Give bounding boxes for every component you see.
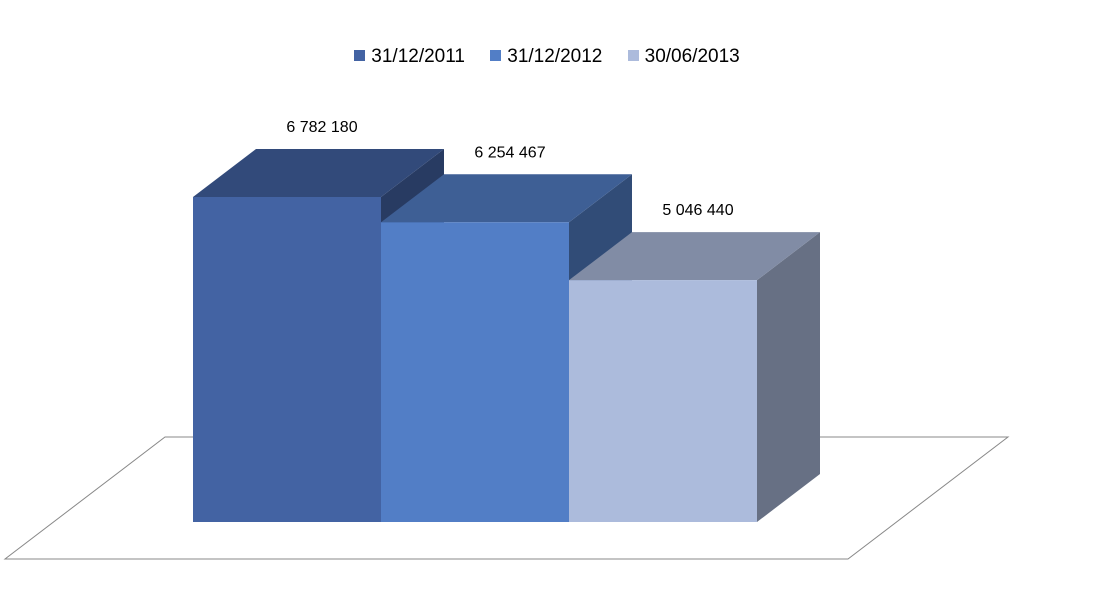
bar-3-front <box>569 280 757 522</box>
legend-swatch-series-1 <box>354 50 366 61</box>
legend-swatch-series-2 <box>490 50 502 61</box>
data-label-series-3: 5 046 440 <box>662 202 733 219</box>
legend-swatch-series-3 <box>627 50 639 61</box>
legend-item-series-3: 30/06/2013 <box>627 46 740 68</box>
bar-3-top <box>569 232 820 281</box>
legend-item-series-1: 31/12/2011 <box>354 46 465 68</box>
legend-item-series-2: 31/12/2012 <box>490 46 602 68</box>
bar-1-front <box>193 197 381 522</box>
bar-2-front <box>381 222 569 522</box>
bar-3-side <box>757 232 820 522</box>
data-labels-group: 6 782 180 6 254 467 5 046 440 <box>286 119 733 219</box>
bar-3 <box>569 232 820 522</box>
data-label-series-2: 6 254 467 <box>474 144 545 161</box>
bar-1-top <box>193 149 444 197</box>
bar-2-top <box>381 174 632 223</box>
legend-label-series-3: 30/06/2013 <box>644 46 740 67</box>
legend-label-series-1: 31/12/2011 <box>371 46 465 67</box>
chart-legend: 31/12/2011 31/12/2012 30/06/2013 <box>0 46 1094 68</box>
data-label-series-1: 6 782 180 <box>286 119 357 136</box>
bars-group <box>193 149 820 522</box>
legend-label-series-2: 31/12/2012 <box>507 46 603 67</box>
